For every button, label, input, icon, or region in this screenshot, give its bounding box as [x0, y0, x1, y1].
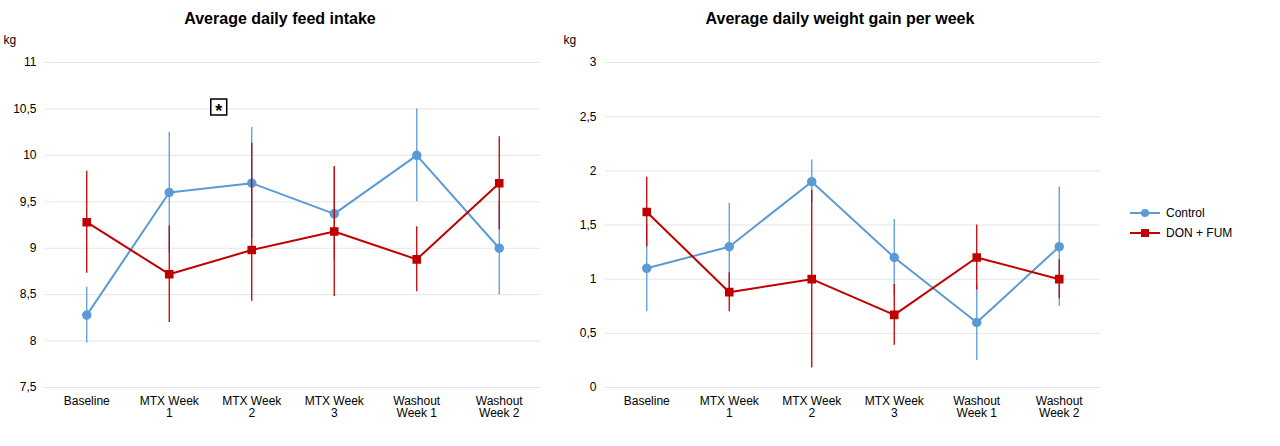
html-text:DON + FUM: DON + FUM	[1166, 226, 1233, 240]
svg-text:Baseline: Baseline	[64, 394, 110, 408]
svg-text:MTX Week3: MTX Week3	[305, 394, 365, 420]
html-text:Average daily weight gain per: Average daily weight gain per week	[705, 10, 975, 27]
svg-text:MTX Week1: MTX Week1	[140, 394, 200, 420]
svg-text:MTX Week2: MTX Week2	[222, 394, 282, 420]
svg-text:*: *	[215, 101, 222, 121]
html-text:Control: Control	[1166, 206, 1205, 220]
svg-text:2,5: 2,5	[580, 110, 597, 124]
svg-text:8,5: 8,5	[20, 287, 37, 301]
svg-text:0: 0	[590, 380, 597, 394]
svg-text:MTX Week3: MTX Week3	[865, 394, 925, 420]
svg-text:WashoutWeek 1: WashoutWeek 1	[393, 394, 441, 420]
svg-text:9: 9	[30, 241, 37, 255]
svg-text:MTX Week2: MTX Week2	[782, 394, 842, 420]
svg-text:7,5: 7,5	[20, 380, 37, 394]
svg-text:WashoutWeek 1: WashoutWeek 1	[953, 394, 1001, 420]
svg-text:2: 2	[590, 164, 597, 178]
svg-text:11: 11	[24, 55, 37, 69]
svg-text:8: 8	[30, 334, 37, 348]
svg-text:MTX Week1: MTX Week1	[700, 394, 760, 420]
svg-text:WashoutWeek 2: WashoutWeek 2	[1036, 394, 1084, 420]
svg-text:WashoutWeek 2: WashoutWeek 2	[476, 394, 524, 420]
svg-text:9,5: 9,5	[20, 195, 37, 209]
svg-text:3: 3	[590, 55, 597, 69]
svg-text:0,5: 0,5	[580, 326, 597, 340]
svg-text:kg: kg	[4, 33, 17, 47]
svg-text:10: 10	[23, 148, 37, 162]
svg-text:1: 1	[590, 272, 597, 286]
svg-text:kg: kg	[564, 33, 577, 47]
svg-text:1,5: 1,5	[580, 218, 597, 232]
html-text:Average daily feed intake: Average daily feed intake	[184, 10, 376, 27]
svg-text:Baseline: Baseline	[624, 394, 670, 408]
svg-text:10,5: 10,5	[13, 102, 37, 116]
